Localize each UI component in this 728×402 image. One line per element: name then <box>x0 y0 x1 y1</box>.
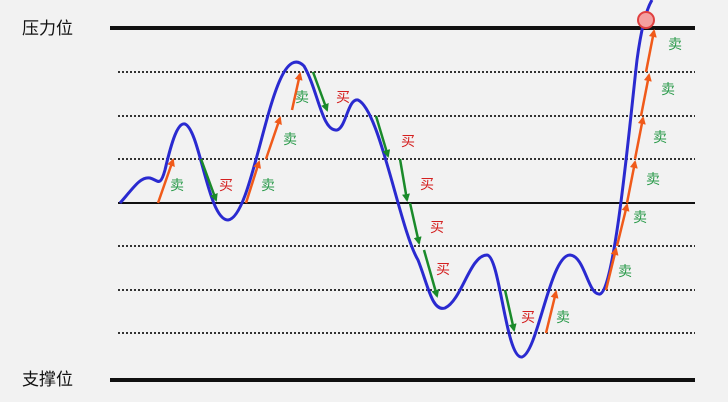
resistance-label: 压力位 <box>22 19 73 39</box>
sell-label: 卖 <box>618 264 632 280</box>
buy-label: 买 <box>219 178 233 194</box>
buy-arrows <box>156 29 657 334</box>
sell-label: 卖 <box>633 210 647 226</box>
sell-label: 卖 <box>170 178 184 194</box>
buy-label: 买 <box>430 220 444 236</box>
sell-label: 卖 <box>646 172 660 188</box>
sell-label: 卖 <box>668 37 682 53</box>
sell-label: 卖 <box>283 132 297 148</box>
sell-label: 卖 <box>261 178 275 194</box>
grid-lines <box>118 71 695 334</box>
buy-label: 买 <box>521 310 535 326</box>
buy-label: 买 <box>436 262 450 278</box>
support-label: 支撑位 <box>22 370 73 390</box>
sell-label: 卖 <box>295 90 309 106</box>
buy-label: 买 <box>336 90 350 106</box>
sell-label: 卖 <box>653 130 667 146</box>
breakout-marker <box>637 11 655 29</box>
trade-labels: 卖卖卖卖卖卖卖卖卖卖卖买买买买买买买 <box>170 37 682 326</box>
buy-label: 买 <box>420 177 434 193</box>
buy-label: 买 <box>401 134 415 150</box>
sell-arrows <box>199 71 517 332</box>
price-curve <box>118 0 654 359</box>
sell-label: 卖 <box>556 310 570 326</box>
sell-label: 卖 <box>661 82 675 98</box>
